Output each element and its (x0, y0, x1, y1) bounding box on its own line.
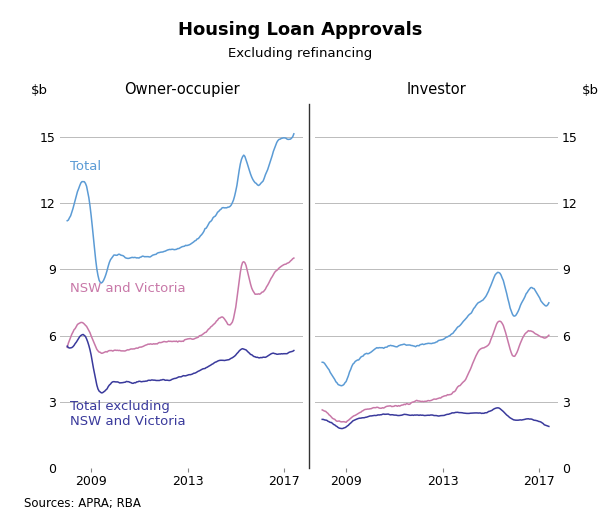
Text: Total: Total (70, 160, 101, 173)
Text: Sources: APRA; RBA: Sources: APRA; RBA (24, 497, 141, 510)
Text: Housing Loan Approvals: Housing Loan Approvals (178, 21, 422, 39)
Text: NSW and Victoria: NSW and Victoria (70, 281, 185, 294)
Text: Total excluding
NSW and Victoria: Total excluding NSW and Victoria (70, 400, 185, 428)
Text: $b: $b (582, 84, 599, 97)
Text: $b: $b (31, 84, 48, 97)
Text: Excluding refinancing: Excluding refinancing (228, 47, 372, 60)
Text: Investor: Investor (407, 82, 466, 97)
Text: Owner-occupier: Owner-occupier (124, 82, 239, 97)
